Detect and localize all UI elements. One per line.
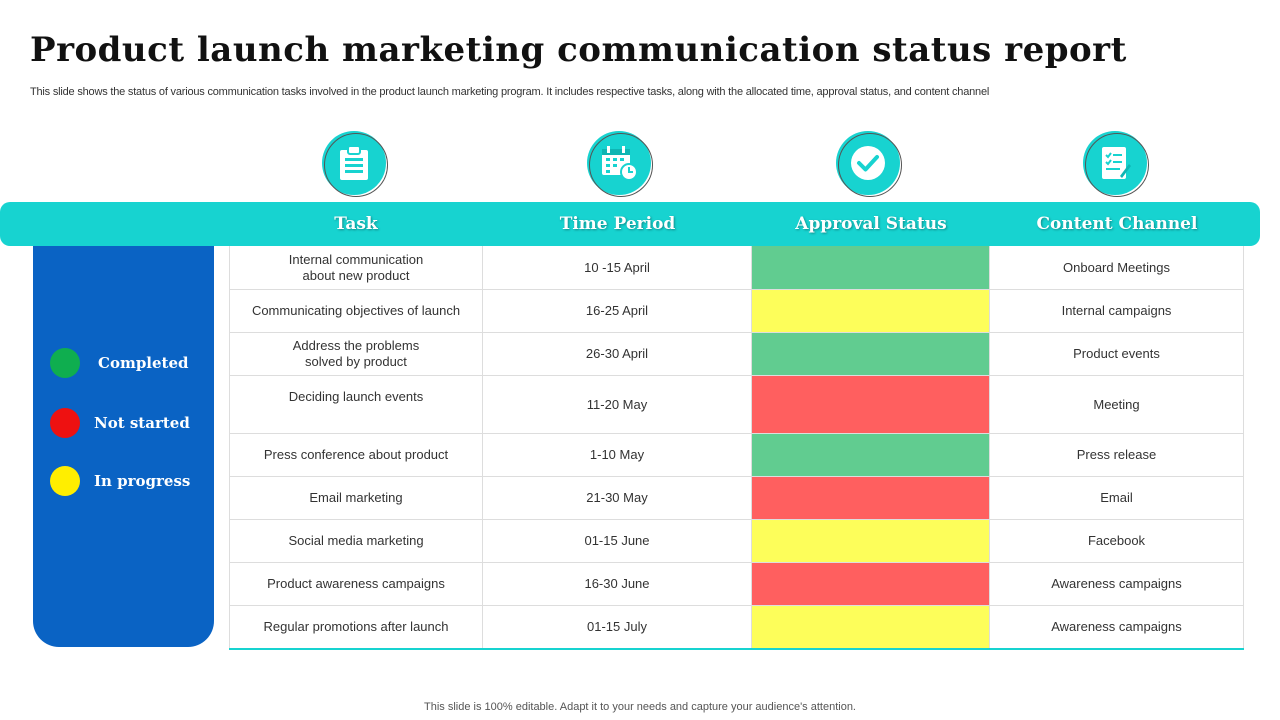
table-row: Press conference about product 1-10 May …	[229, 434, 1244, 477]
checkmark-icon	[836, 131, 902, 197]
task-cell: Internal communication about new product	[229, 246, 483, 289]
table-row: Internal communication about new product…	[229, 246, 1244, 290]
time-period-cell: 21-30 May	[483, 477, 752, 519]
time-period-cell: 1-10 May	[483, 434, 752, 476]
content-channel-cell: Awareness campaigns	[990, 606, 1244, 648]
approval-status-cell	[752, 606, 990, 648]
table-row: Email marketing 21-30 May Email	[229, 477, 1244, 520]
approval-status-cell	[752, 477, 990, 519]
in-progress-dot-icon	[50, 466, 80, 496]
table-row: Social media marketing 01-15 June Facebo…	[229, 520, 1244, 563]
page-title: Product launch marketing communication s…	[30, 30, 1127, 70]
time-period-cell: 01-15 July	[483, 606, 752, 648]
approval-status-cell	[752, 376, 990, 433]
content-channel-cell: Awareness campaigns	[990, 563, 1244, 605]
calendar-clock-icon	[587, 131, 653, 197]
legend-item-in-progress: In progress	[50, 466, 190, 496]
table-row: Address the problems solved by product 2…	[229, 333, 1244, 376]
clipboard-icon	[322, 131, 388, 197]
table-row: Communicating objectives of launch 16-25…	[229, 290, 1244, 333]
task-cell: Email marketing	[229, 477, 483, 519]
approval-status-cell	[752, 246, 990, 289]
content-channel-cell: Meeting	[990, 376, 1244, 433]
table-row: Regular promotions after launch 01-15 Ju…	[229, 606, 1244, 648]
legend-label-not-started: Not started	[94, 414, 190, 432]
page-subtitle: This slide shows the status of various c…	[30, 86, 990, 98]
not-started-dot-icon	[50, 408, 80, 438]
approval-status-cell	[752, 520, 990, 562]
approval-status-cell	[752, 290, 990, 332]
time-period-cell: 11-20 May	[483, 376, 752, 433]
legend-panel: Completed Not started In progress	[33, 215, 214, 647]
time-period-cell: 26-30 April	[483, 333, 752, 375]
checklist-document-icon	[1083, 131, 1149, 197]
task-cell: Address the problems solved by product	[229, 333, 483, 375]
task-cell: Product awareness campaigns	[229, 563, 483, 605]
time-period-cell: 16-25 April	[483, 290, 752, 332]
task-cell: Press conference about product	[229, 434, 483, 476]
task-cell: Regular promotions after launch	[229, 606, 483, 648]
column-header-time-period: Time Period	[559, 214, 676, 234]
legend-label-in-progress: In progress	[94, 472, 191, 490]
content-channel-cell: Email	[990, 477, 1244, 519]
time-period-cell: 16-30 June	[483, 563, 752, 605]
content-channel-cell: Onboard Meetings	[990, 246, 1244, 289]
task-cell: Communicating objectives of launch	[229, 290, 483, 332]
task-cell: Social media marketing	[229, 520, 483, 562]
table-header-bar: Task Time Period Approval Status Content…	[0, 202, 1260, 246]
content-channel-cell: Facebook	[990, 520, 1244, 562]
column-header-task: Task	[334, 214, 378, 234]
footer-note: This slide is 100% editable. Adapt it to…	[424, 701, 856, 713]
table-row: Deciding launch events 11-20 May Meeting	[229, 376, 1244, 434]
status-table: Internal communication about new product…	[229, 246, 1244, 650]
completed-dot-icon	[50, 348, 80, 378]
legend-label-completed: Completed	[98, 354, 189, 372]
column-header-approval-status: Approval Status	[795, 214, 947, 234]
column-header-content-channel: Content Channel	[1036, 214, 1198, 234]
legend-item-completed: Completed	[50, 348, 189, 378]
content-channel-cell: Press release	[990, 434, 1244, 476]
time-period-cell: 01-15 June	[483, 520, 752, 562]
time-period-cell: 10 -15 April	[483, 246, 752, 289]
approval-status-cell	[752, 434, 990, 476]
approval-status-cell	[752, 563, 990, 605]
legend-item-not-started: Not started	[50, 408, 190, 438]
table-row: Product awareness campaigns 16-30 June A…	[229, 563, 1244, 606]
content-channel-cell: Product events	[990, 333, 1244, 375]
task-cell: Deciding launch events	[229, 376, 483, 433]
approval-status-cell	[752, 333, 990, 375]
content-channel-cell: Internal campaigns	[990, 290, 1244, 332]
